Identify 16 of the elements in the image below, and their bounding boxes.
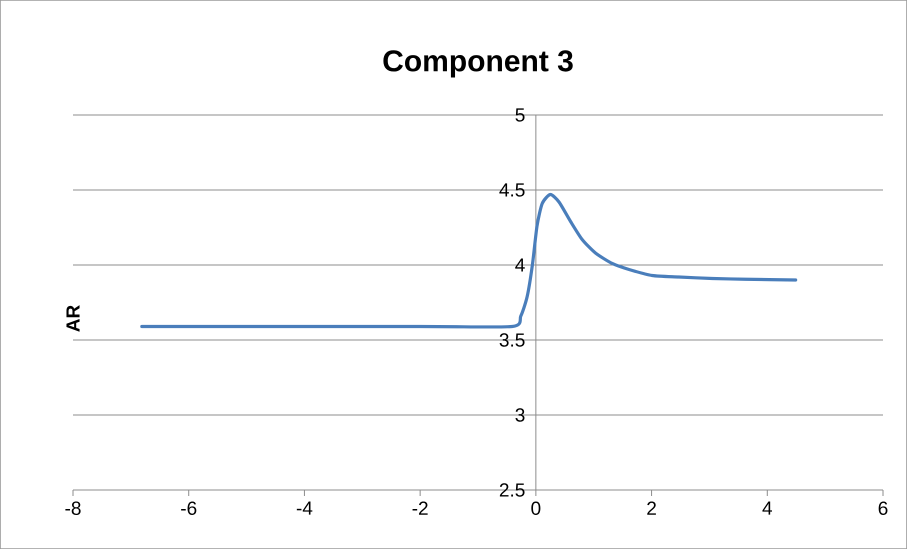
x-tick-label: -6 <box>181 502 196 515</box>
chart-title: Component 3 <box>383 50 573 78</box>
x-tick-label: 0 <box>531 502 540 515</box>
x-tick-label: 4 <box>762 502 772 515</box>
x-tick-label: -2 <box>412 502 428 515</box>
x-tick-label: -4 <box>296 502 312 515</box>
x-tick-label: -8 <box>65 502 81 515</box>
y-tick-label: 5 <box>516 108 525 122</box>
x-tick-label: 6 <box>878 502 888 515</box>
x-tick-label: 2 <box>647 502 656 515</box>
y-tick-label: 2.5 <box>500 483 525 497</box>
y-axis-title: AR <box>66 305 80 332</box>
y-tick-label: 4.5 <box>499 183 525 197</box>
y-tick-label: 4 <box>515 258 525 272</box>
y-tick-label: 3.5 <box>500 333 525 347</box>
y-tick-label: 3 <box>515 408 524 422</box>
